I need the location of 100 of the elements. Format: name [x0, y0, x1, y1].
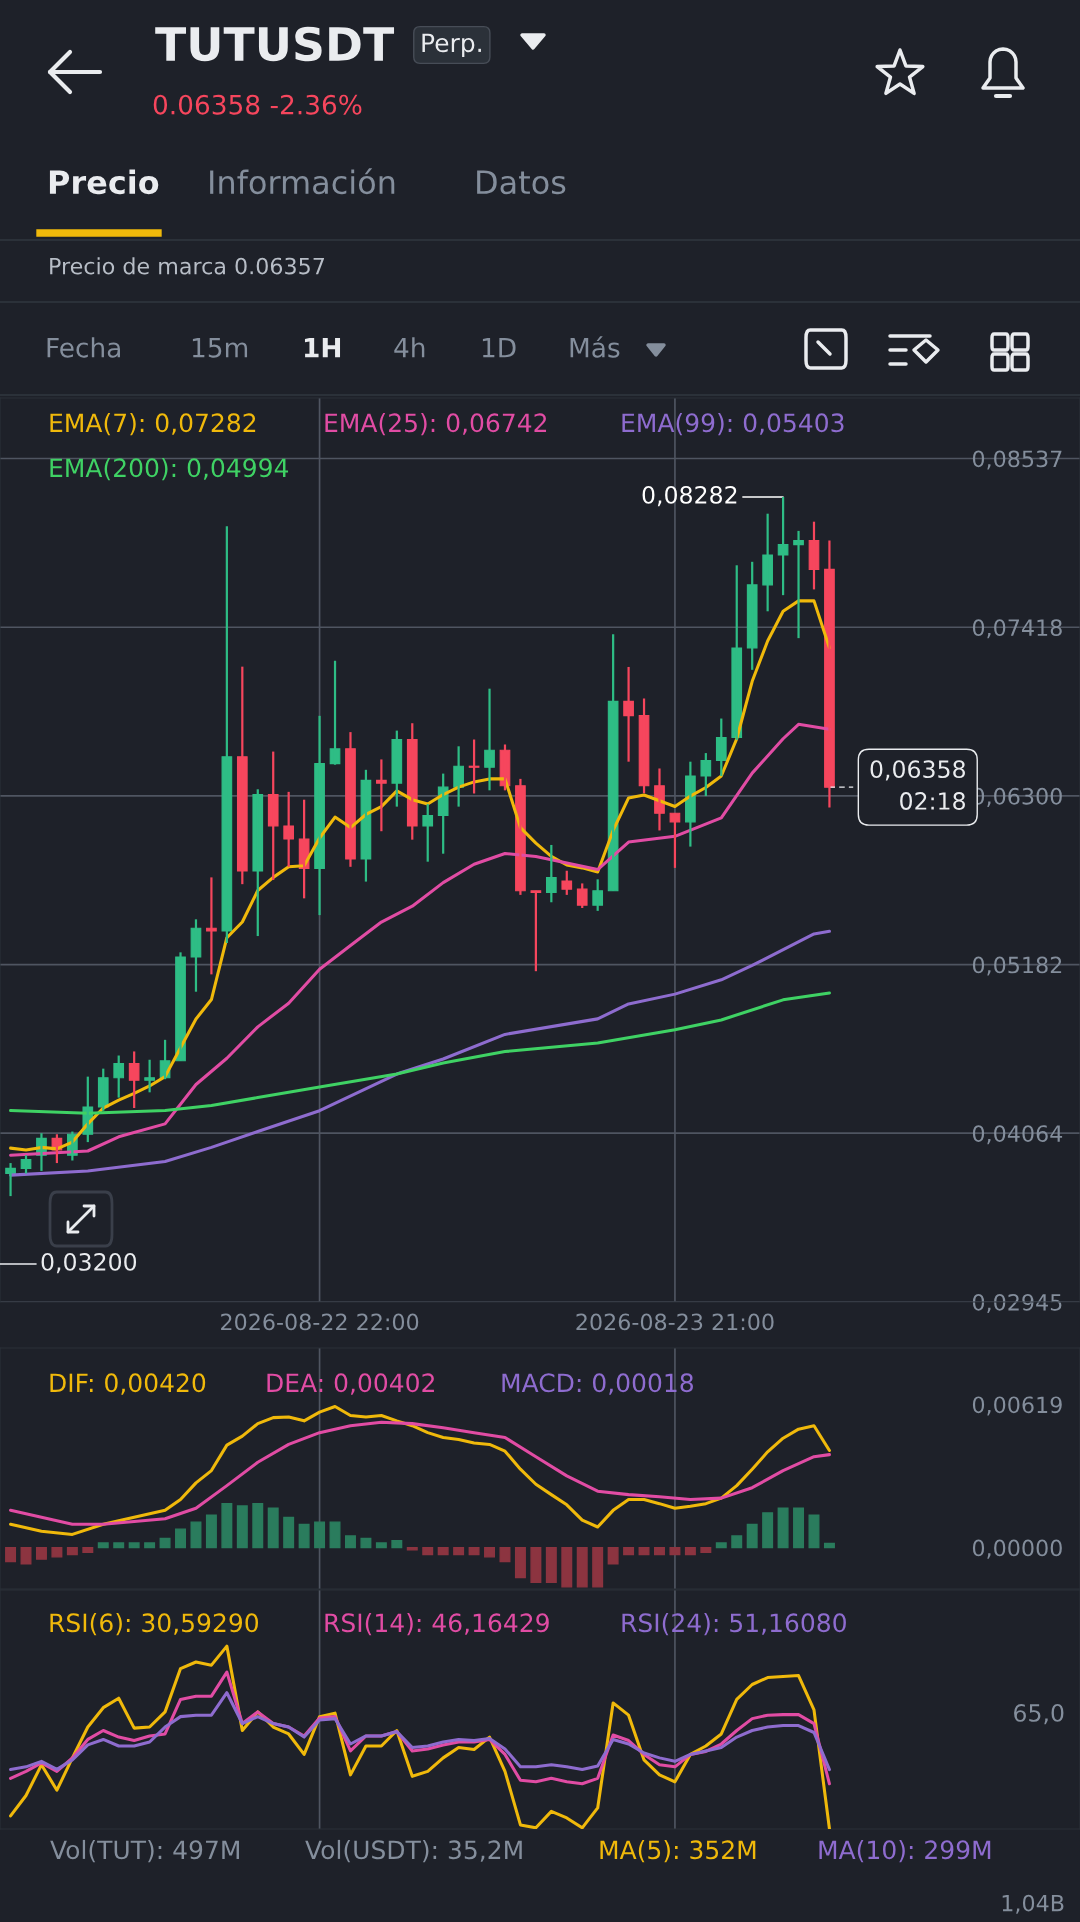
bar [468, 1546, 480, 1556]
text: MA(10): 299M [819, 1839, 991, 1863]
text: EMA(200): 0,04994 [50, 457, 289, 481]
bar [576, 1546, 588, 1588]
y-tick-label: 0,05182 [972, 956, 1062, 976]
bar [113, 1542, 125, 1549]
text: 4h [394, 337, 425, 358]
bar [793, 1507, 805, 1549]
bar [205, 1514, 217, 1549]
bar [731, 1535, 743, 1549]
candlestick [561, 869, 573, 896]
text: Perp. [422, 33, 481, 58]
bar [530, 1546, 542, 1583]
bar [545, 1546, 557, 1583]
bar [360, 1537, 372, 1549]
bar [823, 1542, 835, 1549]
bar [35, 1546, 47, 1560]
bar [236, 1505, 248, 1549]
bar [283, 1516, 295, 1549]
bar [437, 1546, 449, 1556]
bar [514, 1546, 526, 1579]
text: Precio [49, 169, 159, 195]
bar [298, 1523, 310, 1549]
bar [190, 1521, 202, 1549]
text: RSI(24): 51,16080 [622, 1612, 846, 1636]
bar [715, 1542, 727, 1549]
bar [484, 1546, 496, 1558]
annotation: MACD: 0,00018 [502, 1373, 693, 1395]
bar [128, 1542, 140, 1549]
bar [97, 1542, 109, 1549]
bar [700, 1546, 712, 1553]
series-label: DEA: 0,00402 [267, 1373, 434, 1395]
text: EMA(99): 0,05403 [622, 412, 844, 436]
bar [144, 1542, 156, 1549]
bar [66, 1546, 78, 1556]
text: DIF: 0,00420 [50, 1373, 206, 1395]
text: RSI(14): 46,16429 [325, 1612, 549, 1636]
y-tick-label: 0,02945 [972, 1293, 1062, 1314]
y-tick-label: 0,00619 [972, 1396, 1062, 1416]
bar [808, 1514, 820, 1549]
candlestick [530, 889, 542, 973]
y-tick-label: 0,07418 [972, 619, 1062, 639]
bar [422, 1546, 434, 1556]
y-tick-label: 0,04064 [972, 1125, 1063, 1145]
bar [684, 1546, 696, 1556]
x-tick-label: 2026-08-23 21:00 [576, 1313, 774, 1331]
x-tick-label: 2026-08-22 22:00 [221, 1313, 419, 1331]
text: Vol(USDT): 35,2M [305, 1839, 522, 1863]
bar [499, 1546, 511, 1563]
text: Datos [477, 170, 566, 195]
bar [82, 1546, 94, 1553]
bar [623, 1546, 635, 1556]
candlestick [144, 1058, 155, 1094]
bar [638, 1546, 650, 1556]
bar [453, 1546, 465, 1556]
bar [329, 1521, 341, 1549]
text: Fecha [47, 337, 120, 358]
bar [267, 1507, 279, 1549]
line-series [9, 722, 831, 1157]
bar [592, 1546, 604, 1588]
bar [51, 1546, 63, 1558]
bar [5, 1546, 17, 1563]
annotation: 0,03200 [41, 1252, 137, 1274]
text: Vol(TUT): 497M [50, 1839, 239, 1863]
text: Información [210, 168, 395, 195]
y-tick-label: 0,08537 [972, 450, 1062, 470]
text: Precio de marca 0.06357 [50, 257, 325, 275]
text: EMA(25): 0,06742 [325, 412, 547, 436]
text: Más [570, 336, 620, 358]
bar [314, 1521, 326, 1549]
text: 1,04B [1002, 1894, 1064, 1914]
text: EMA(7): 0,07282 [50, 412, 256, 436]
ref-line-label: 0,06358 02:18 [870, 760, 965, 810]
bar [344, 1535, 356, 1549]
bar [654, 1546, 665, 1556]
y-tick-label: 0,00000 [972, 1539, 1062, 1559]
bar [746, 1523, 758, 1549]
candlestick [376, 758, 387, 833]
bar [175, 1528, 186, 1549]
bar [762, 1512, 774, 1549]
text: 1H [304, 338, 341, 358]
text: TUTUSDT [155, 26, 395, 62]
text: 15m [192, 338, 248, 358]
series-label: RSI(6): 30,59290 [50, 1612, 259, 1636]
bar [777, 1507, 789, 1549]
annotation: 65,0 [1014, 1703, 1064, 1725]
bar [375, 1542, 387, 1549]
bar [669, 1546, 681, 1556]
bar [391, 1539, 403, 1549]
text: MA(5): 352M [600, 1839, 756, 1863]
bar [561, 1546, 573, 1588]
bar [406, 1546, 418, 1551]
annotation: 0,08282 [642, 485, 737, 507]
bar [221, 1502, 233, 1549]
text: 1D [482, 338, 516, 358]
line-series [9, 991, 831, 1115]
line-series [9, 1420, 831, 1526]
text: 0.06358 -2.36% [153, 94, 362, 115]
bar [607, 1546, 619, 1565]
bar [159, 1537, 171, 1549]
